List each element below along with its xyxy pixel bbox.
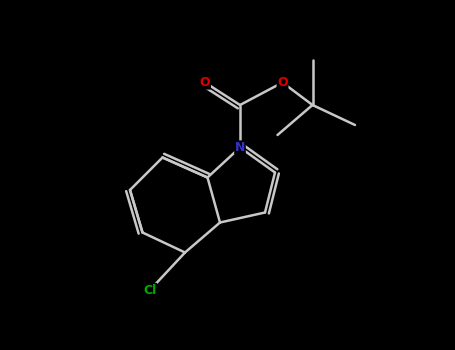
Text: N: N [235,141,245,154]
Text: O: O [200,76,210,89]
Text: Cl: Cl [143,284,157,296]
Text: O: O [277,76,288,89]
